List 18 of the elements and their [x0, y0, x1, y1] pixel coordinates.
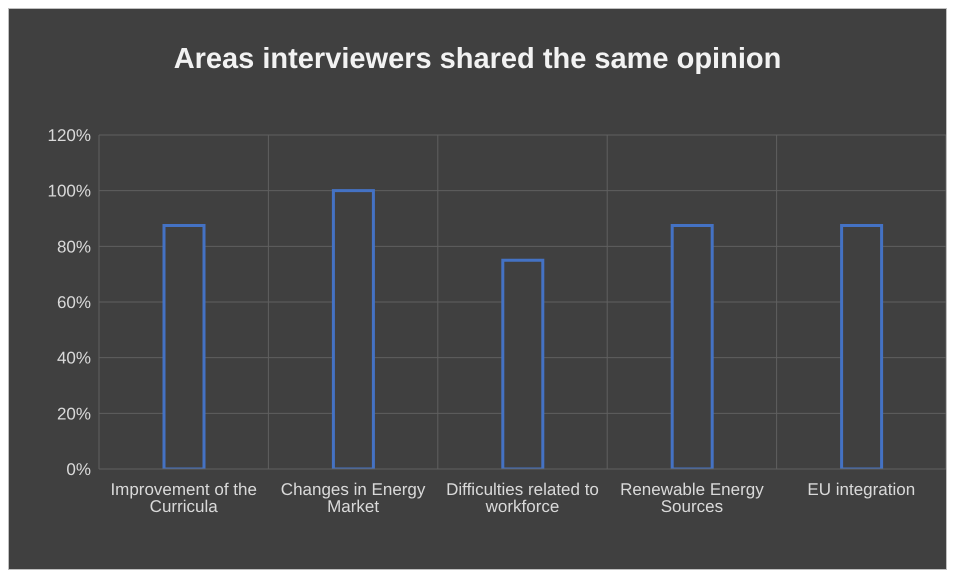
y-tick-label: 20% [56, 404, 91, 424]
chart-title: Areas interviewers shared the same opinion [172, 42, 782, 76]
y-tick-label: 120% [48, 126, 91, 146]
x-tick-label: Improvement of the Curricula [110, 480, 257, 516]
y-tick-label: 100% [48, 182, 91, 201]
x-tick-label: Changes in Energy Market [280, 480, 426, 516]
y-tick-label: 0% [66, 460, 91, 480]
bar [162, 224, 206, 469]
y-tick-label: 40% [56, 348, 91, 368]
y-tick-label: 60% [56, 293, 91, 312]
y-tick-label: 80% [56, 237, 91, 256]
x-tick-label: Renewable Energy Sources [620, 480, 764, 516]
x-tick-label: Difficulties related to workforce [446, 480, 599, 516]
bar [501, 258, 544, 469]
bar [332, 189, 375, 469]
x-tick-label: EU integration [807, 480, 916, 500]
bar [670, 224, 714, 469]
bar [840, 224, 884, 469]
